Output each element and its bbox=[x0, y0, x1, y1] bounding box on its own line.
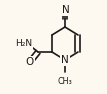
Text: O: O bbox=[26, 57, 34, 67]
Text: N: N bbox=[62, 5, 70, 15]
Text: CH₃: CH₃ bbox=[58, 77, 72, 86]
Text: N: N bbox=[61, 55, 69, 65]
Text: H₂N: H₂N bbox=[15, 39, 33, 49]
